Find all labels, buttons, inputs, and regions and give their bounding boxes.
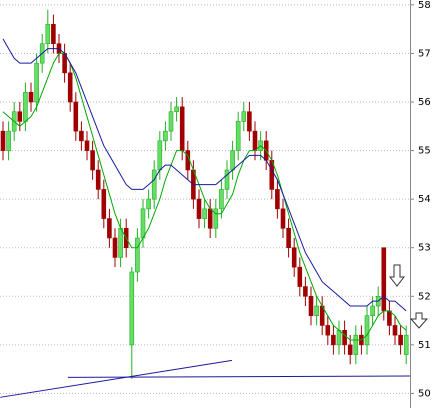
y-tick-label: 51 [418,340,431,351]
candle-body [308,295,314,317]
candle-body [23,91,28,122]
candle-body [224,169,230,190]
plot-content [0,4,411,398]
y-tick-label: 55 [418,146,431,157]
candle-body [291,247,297,268]
candle-body [297,266,303,287]
candle-body [112,237,118,258]
candle-body [163,130,168,142]
y-tick-label: 54 [418,194,431,205]
candle-body [168,111,174,132]
candle-body [34,62,39,103]
signal-arrow [388,264,406,287]
candle-body [347,344,353,355]
candle-body [79,130,84,142]
candle-body [157,140,163,171]
candle-body [45,23,51,45]
candle-body [151,169,157,200]
candle-body [398,334,403,346]
candle-body [179,106,185,151]
candle-body [107,218,112,239]
candle-body [331,334,336,346]
trend-line [67,375,411,378]
trend-line [0,359,233,398]
candle-body [235,121,241,151]
candle-body [286,227,291,249]
candle-body [0,130,6,151]
signal-arrow [409,312,429,329]
candle-body [364,315,370,346]
moving-average [2,38,407,312]
candle-body [241,111,247,122]
candle-body [275,189,280,210]
candle-body [213,208,219,229]
candle-body [336,329,342,346]
candle-body [381,247,387,312]
candle-body [146,198,151,210]
candle-body [6,130,11,151]
candle-body [219,189,224,210]
y-tick-label: 56 [418,97,431,108]
y-tick-label: 50 [418,388,431,399]
candle-body [51,23,56,45]
candle-body [140,208,146,239]
candle-body [280,208,286,229]
candle-body [342,329,347,346]
candle-body [101,189,107,219]
y-tick-label: 53 [418,243,431,254]
candle-body [196,198,202,219]
candle-body [370,305,375,317]
y-tick-label: 52 [418,291,431,302]
candle-body [403,334,409,355]
candle-body [252,130,258,151]
candle-body [90,150,95,171]
candle-body [174,106,179,113]
y-tick-label: 58 [418,0,431,11]
candle-body [73,101,79,132]
candle-body [303,286,308,297]
candle-body [129,271,135,346]
candle-body [118,227,123,258]
candle-body [325,325,331,336]
candle-body [28,91,34,103]
candle-body [387,310,392,326]
candle-body [230,150,235,171]
y-tick-label: 57 [418,48,431,59]
candle-body [207,208,213,229]
candle-body [135,237,140,273]
candle-body [95,169,101,190]
candle-body [392,325,398,336]
candle-body [202,208,207,219]
candle-body [84,140,90,151]
candle-body [67,72,73,103]
candle-body [314,305,319,317]
candle-body [353,334,359,355]
candle-body [17,111,23,122]
candle-body [247,111,252,132]
